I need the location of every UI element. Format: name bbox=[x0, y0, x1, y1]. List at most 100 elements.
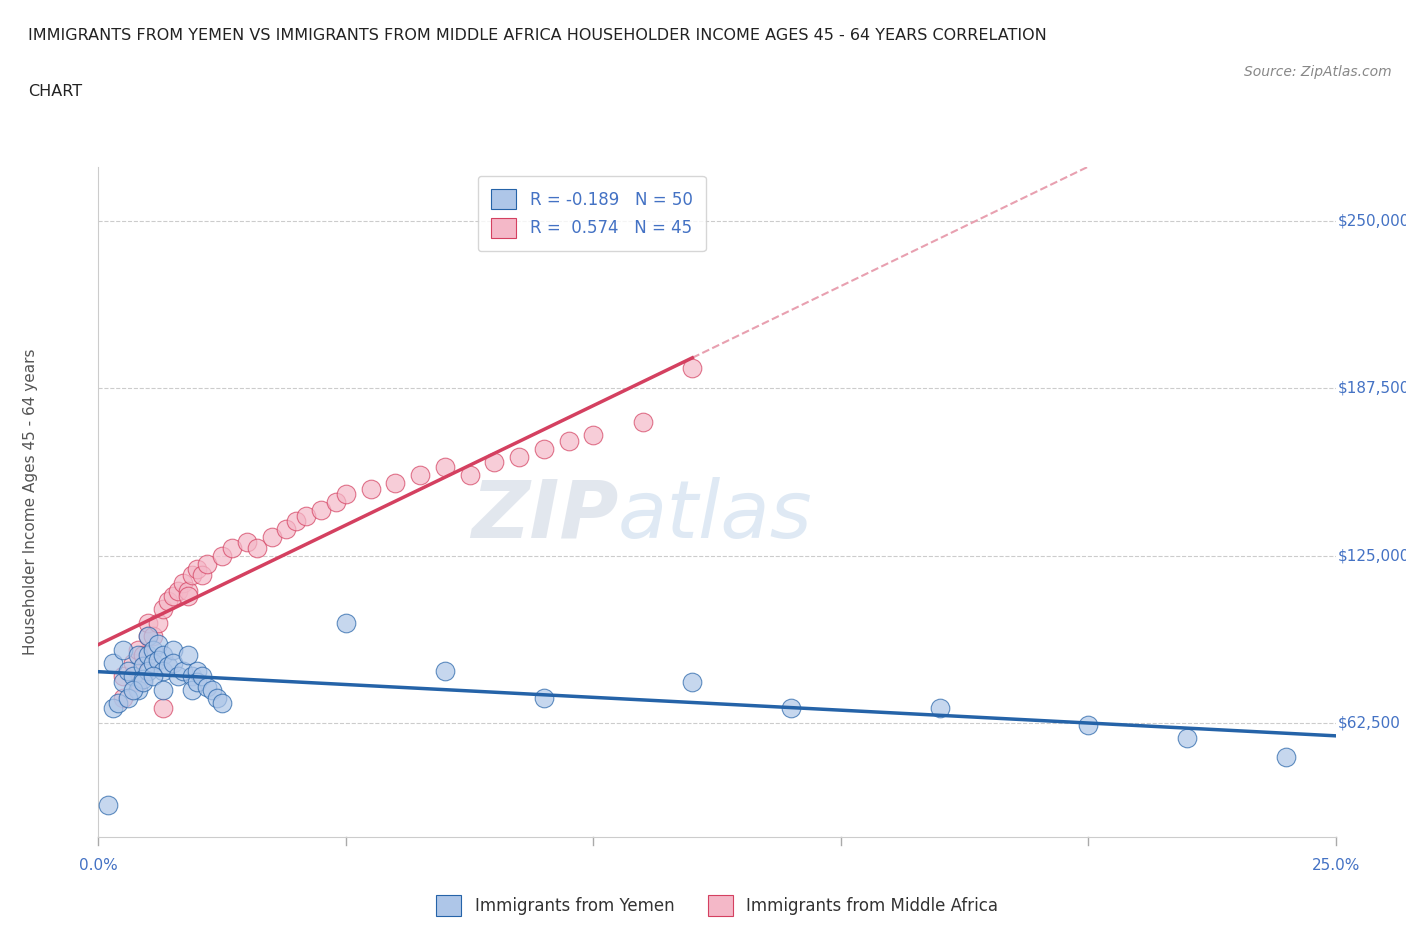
Point bbox=[285, 513, 308, 528]
Point bbox=[142, 656, 165, 671]
Point bbox=[309, 503, 332, 518]
Text: $125,000: $125,000 bbox=[1339, 549, 1406, 564]
Point bbox=[335, 486, 357, 501]
Point bbox=[172, 663, 194, 678]
Point bbox=[335, 616, 357, 631]
Point bbox=[360, 482, 382, 497]
Point bbox=[146, 637, 169, 652]
Point bbox=[186, 562, 208, 577]
Point bbox=[166, 669, 188, 684]
Point bbox=[181, 669, 204, 684]
Point bbox=[458, 468, 481, 483]
Point bbox=[132, 671, 155, 686]
Point bbox=[780, 701, 803, 716]
Point bbox=[142, 629, 165, 644]
Text: atlas: atlas bbox=[619, 476, 813, 554]
Point bbox=[191, 669, 214, 684]
Point bbox=[162, 656, 184, 671]
Point bbox=[152, 602, 174, 617]
Point bbox=[186, 674, 208, 689]
Point bbox=[186, 663, 208, 678]
Point bbox=[107, 696, 129, 711]
Point bbox=[1077, 717, 1099, 732]
Point bbox=[533, 690, 555, 705]
Point bbox=[176, 647, 198, 662]
Point bbox=[117, 663, 139, 678]
Point bbox=[136, 629, 159, 644]
Point bbox=[162, 589, 184, 604]
Point bbox=[172, 575, 194, 590]
Point bbox=[295, 508, 318, 523]
Point bbox=[156, 594, 179, 609]
Point bbox=[211, 696, 233, 711]
Text: CHART: CHART bbox=[28, 84, 82, 99]
Text: Source: ZipAtlas.com: Source: ZipAtlas.com bbox=[1244, 65, 1392, 79]
Point bbox=[631, 415, 654, 430]
Point bbox=[433, 460, 456, 475]
Point bbox=[433, 663, 456, 678]
Point bbox=[176, 589, 198, 604]
Point bbox=[122, 683, 145, 698]
Point bbox=[325, 495, 347, 510]
Point bbox=[136, 663, 159, 678]
Text: $250,000: $250,000 bbox=[1339, 214, 1406, 229]
Point bbox=[1175, 730, 1198, 745]
Point bbox=[152, 683, 174, 698]
Text: $187,500: $187,500 bbox=[1339, 381, 1406, 396]
Point bbox=[162, 642, 184, 657]
Text: IMMIGRANTS FROM YEMEN VS IMMIGRANTS FROM MIDDLE AFRICA HOUSEHOLDER INCOME AGES 4: IMMIGRANTS FROM YEMEN VS IMMIGRANTS FROM… bbox=[28, 28, 1047, 43]
Point bbox=[112, 642, 135, 657]
Point bbox=[117, 690, 139, 705]
Point bbox=[132, 658, 155, 673]
Point bbox=[191, 567, 214, 582]
Point bbox=[127, 647, 149, 662]
Point bbox=[97, 797, 120, 812]
Point bbox=[152, 701, 174, 716]
Point bbox=[122, 656, 145, 671]
Point bbox=[928, 701, 950, 716]
Point bbox=[205, 690, 228, 705]
Point bbox=[132, 647, 155, 662]
Point bbox=[211, 549, 233, 564]
Point bbox=[142, 669, 165, 684]
Point bbox=[122, 669, 145, 684]
Point bbox=[681, 361, 703, 376]
Point bbox=[127, 683, 149, 698]
Point bbox=[1275, 750, 1298, 764]
Text: ZIP: ZIP bbox=[471, 476, 619, 554]
Text: Householder Income Ages 45 - 64 years: Householder Income Ages 45 - 64 years bbox=[22, 349, 38, 656]
Point bbox=[112, 669, 135, 684]
Point bbox=[181, 567, 204, 582]
Point bbox=[132, 674, 155, 689]
Point bbox=[484, 455, 506, 470]
Text: 0.0%: 0.0% bbox=[79, 858, 118, 873]
Point bbox=[112, 674, 135, 689]
Point bbox=[260, 529, 283, 544]
Point bbox=[681, 674, 703, 689]
Point bbox=[195, 556, 218, 571]
Point bbox=[127, 674, 149, 689]
Point bbox=[201, 683, 224, 698]
Point bbox=[221, 540, 243, 555]
Point bbox=[508, 449, 530, 464]
Point bbox=[136, 629, 159, 644]
Text: $62,500: $62,500 bbox=[1339, 716, 1400, 731]
Point bbox=[246, 540, 269, 555]
Point bbox=[127, 642, 149, 657]
Point bbox=[384, 476, 406, 491]
Point bbox=[156, 658, 179, 673]
Point bbox=[146, 653, 169, 668]
Point bbox=[136, 647, 159, 662]
Point bbox=[409, 468, 432, 483]
Point bbox=[195, 680, 218, 695]
Point bbox=[146, 616, 169, 631]
Point bbox=[276, 522, 298, 537]
Point bbox=[103, 701, 125, 716]
Point bbox=[112, 690, 135, 705]
Text: 25.0%: 25.0% bbox=[1312, 858, 1360, 873]
Point bbox=[181, 683, 204, 698]
Point bbox=[557, 433, 579, 448]
Point bbox=[142, 642, 165, 657]
Point bbox=[533, 441, 555, 456]
Point bbox=[582, 428, 605, 443]
